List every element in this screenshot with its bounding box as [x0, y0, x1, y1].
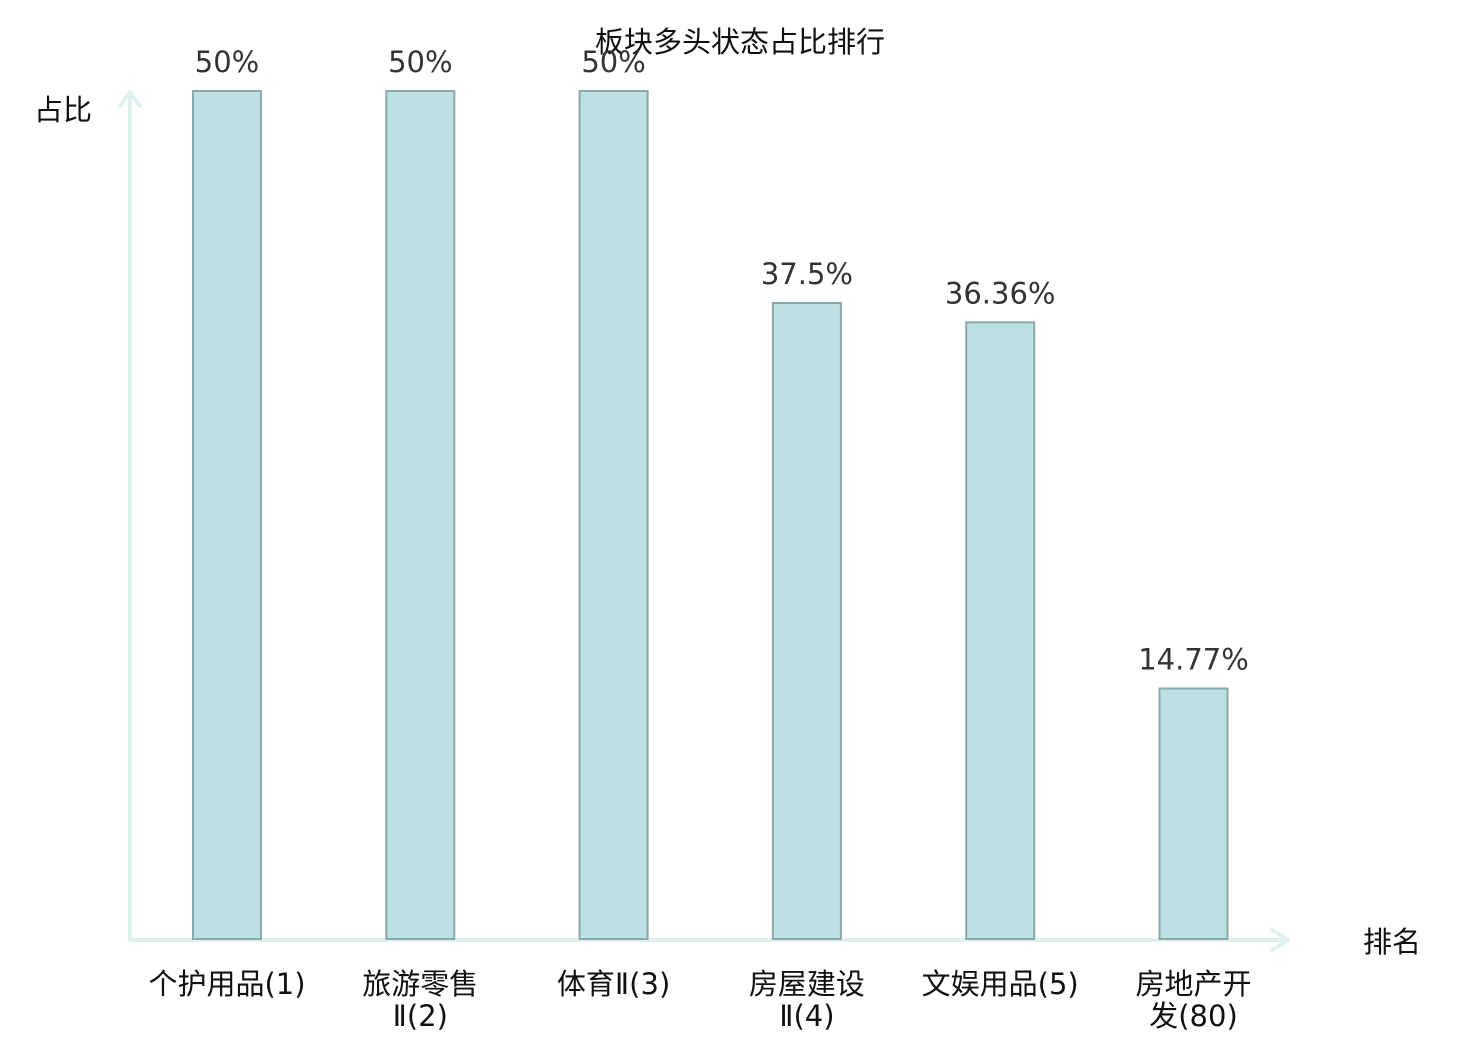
category-label-line: 个护用品(1): [148, 967, 305, 1001]
axes: [118, 90, 1290, 952]
bar-5: [965, 321, 1036, 940]
category-label-line: 房屋建设: [749, 967, 865, 1001]
x-axis-label: 排名: [1363, 925, 1421, 959]
category-label-line: 体育Ⅱ(3): [557, 967, 670, 1001]
category-label-line: Ⅱ(2): [393, 999, 448, 1033]
value-label-4: 37.5%: [761, 257, 853, 291]
category-label-6: 房地产开发(80): [1135, 967, 1251, 1033]
bar-2: [385, 90, 456, 940]
value-label-6: 14.77%: [1138, 643, 1249, 677]
category-label-line: Ⅱ(4): [779, 999, 834, 1033]
category-label-2: 旅游零售 Ⅱ(2): [362, 967, 478, 1033]
bar-4: [771, 302, 842, 940]
value-label-1: 50%: [195, 45, 259, 79]
category-label-5: 文娱用品(5): [922, 967, 1079, 1001]
value-labels: 50% 50% 50% 37.5% 36.36% 14.77%: [195, 45, 1249, 677]
y-axis-label: 占比: [34, 93, 92, 127]
category-label-4: 房屋建设 Ⅱ(4): [749, 967, 865, 1033]
category-label-line: 旅游零售: [362, 967, 478, 1001]
bars: [192, 90, 1229, 940]
value-label-2: 50%: [388, 45, 452, 79]
category-label-line: 房地产开: [1135, 967, 1251, 1001]
value-label-3: 50%: [581, 45, 645, 79]
y-axis-arrow: [118, 90, 142, 108]
chart-title: 板块多头状态占比排行: [595, 25, 885, 59]
category-labels: 个护用品(1) 旅游零售 Ⅱ(2) 体育Ⅱ(3) 房屋建设 Ⅱ(4) 文娱用品(5) 房地产开…: [148, 967, 1251, 1033]
bar-1: [192, 90, 262, 940]
category-label-line: 文娱用品(5): [922, 967, 1079, 1001]
x-axis-arrow: [1270, 928, 1290, 952]
category-label-3: 体育Ⅱ(3): [557, 967, 670, 1001]
value-label-5: 36.36%: [945, 276, 1056, 310]
bar-6: [1158, 687, 1229, 940]
bar-3: [578, 90, 649, 940]
category-label-line: 发(80): [1149, 999, 1238, 1033]
category-label-1: 个护用品(1): [148, 967, 305, 1001]
